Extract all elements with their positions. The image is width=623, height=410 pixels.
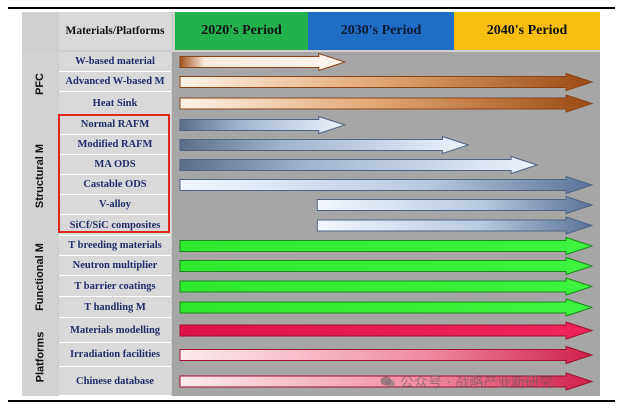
watermark-text: 公众号 · 战略产业新研究 <box>400 375 554 391</box>
timeline-arrow <box>179 236 594 256</box>
row-label: W-based material <box>59 52 171 72</box>
row-label: Neutron multiplier <box>59 256 171 276</box>
row-label: V-alloy <box>59 195 171 215</box>
row-label: T handling M <box>59 297 171 318</box>
timeline-arrow <box>179 298 594 317</box>
row-label: Irradiation facilities <box>59 343 171 367</box>
row-label: Advanced W-based M <box>59 72 171 92</box>
timeline-arrow <box>179 52 347 72</box>
timeline-arrow <box>179 135 471 155</box>
timeline-arrow <box>179 345 594 365</box>
top-rule <box>8 7 615 9</box>
timeline-arrow <box>179 321 594 340</box>
bottom-rule <box>8 400 615 402</box>
period-header-1: 2020's Period <box>175 12 308 50</box>
timeline-arrow <box>179 72 594 92</box>
timeline-arrow <box>179 256 594 276</box>
timeline-arrow <box>316 216 594 235</box>
group-label-pfc: PFC <box>22 52 58 116</box>
row-label: SiCf/SiC composites <box>59 215 171 236</box>
row-label: Castable ODS <box>59 175 171 195</box>
row-label: Chinese database <box>59 367 171 396</box>
row-label: T breeding materials <box>59 236 171 256</box>
materials-header: Materials/Platforms <box>59 12 171 50</box>
timeline-arrow <box>179 175 594 195</box>
row-label: Materials modelling <box>59 318 171 343</box>
row-label: T barrier coatings <box>59 276 171 297</box>
timeline-arrow <box>179 155 539 175</box>
timeline-arrow <box>179 94 594 113</box>
row-label: MA ODS <box>59 155 171 175</box>
group-label-platforms: Platforms <box>22 318 58 397</box>
period-header-3: 2040's Period <box>454 12 600 50</box>
row-label: Normal RAFM <box>59 115 171 135</box>
watermark: 公众号 · 战略产业新研究 <box>380 372 553 392</box>
period-header-2: 2030's Period <box>308 12 454 50</box>
wechat-icon <box>380 375 396 389</box>
structural-highlight-box <box>58 114 170 233</box>
timeline-arrow <box>316 195 594 215</box>
row-label: Modified RAFM <box>59 135 171 155</box>
timeline-arrow <box>179 115 347 135</box>
timeline-arrow <box>179 277 594 296</box>
